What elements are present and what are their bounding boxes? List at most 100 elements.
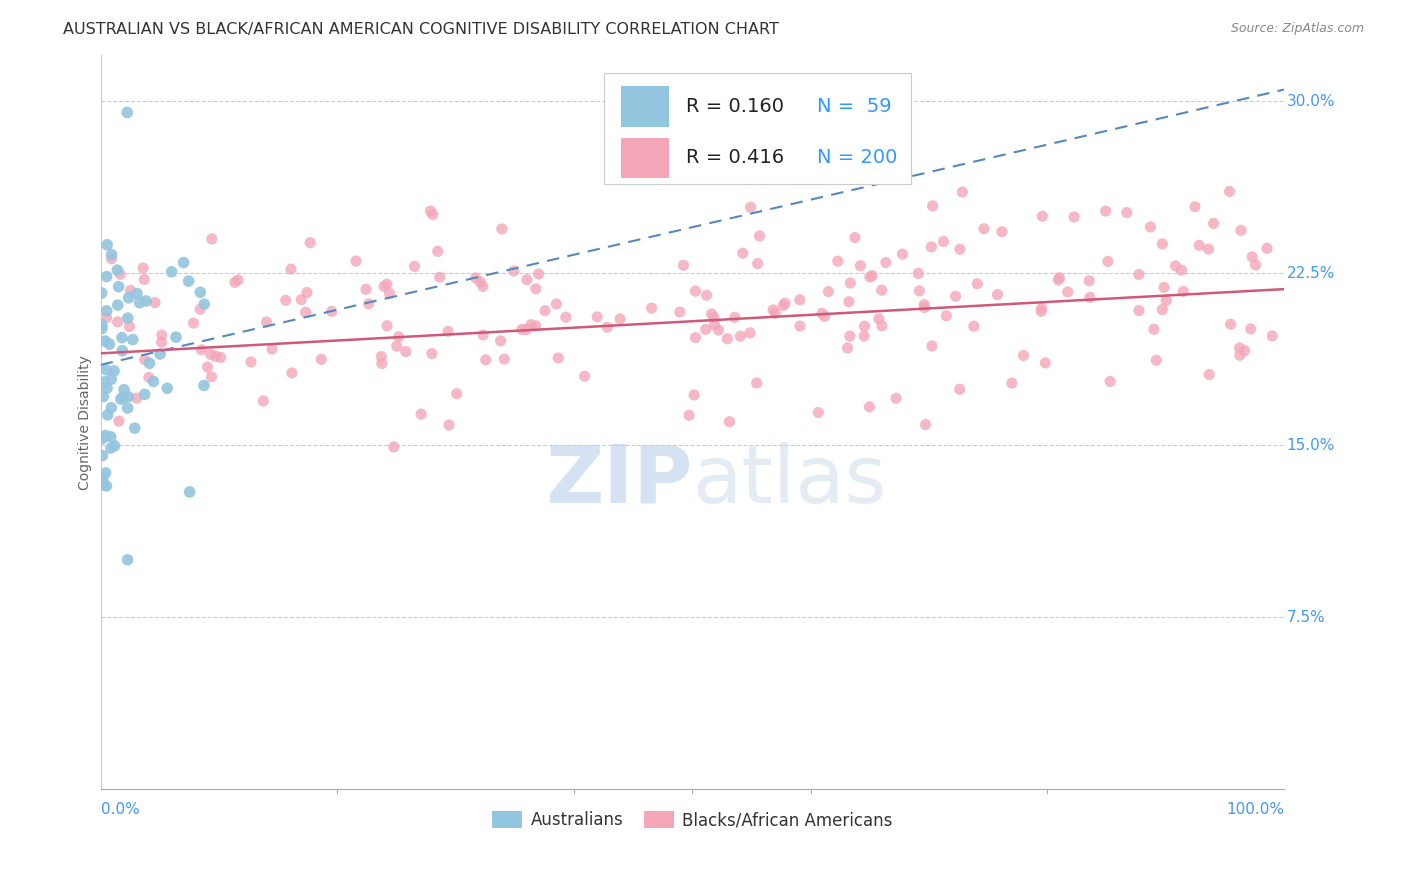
Point [124, 421, 146, 435]
Point [515, 322, 537, 336]
Point [252, 393, 274, 408]
Point [94, 362, 117, 376]
Point [375, 318, 398, 333]
Point [1202, 217, 1225, 231]
Point [920, 240, 942, 254]
Point [100, 401, 122, 415]
Point [731, 246, 754, 260]
Point [1047, 270, 1070, 285]
Point [91, 472, 114, 486]
Text: Source: ZipAtlas.com: Source: ZipAtlas.com [1230, 22, 1364, 36]
Point [240, 355, 263, 369]
Point [149, 347, 172, 361]
Point [94, 334, 117, 348]
Point [853, 329, 876, 343]
Point [685, 331, 707, 345]
Point [200, 347, 222, 361]
Point [138, 356, 160, 370]
Point [204, 349, 226, 363]
Point [100, 252, 122, 266]
Point [858, 400, 880, 414]
Point [524, 282, 547, 296]
Point [672, 258, 695, 272]
Point [1164, 259, 1187, 273]
Point [1031, 301, 1053, 316]
Point [370, 350, 392, 364]
Point [1128, 303, 1150, 318]
Point [740, 200, 762, 214]
Point [839, 276, 862, 290]
Point [921, 339, 943, 353]
Text: R = 0.160: R = 0.160 [686, 97, 785, 116]
Point [387, 330, 409, 344]
Y-axis label: Cognitive Disability: Cognitive Disability [79, 355, 93, 490]
Point [96, 269, 118, 284]
Point [1256, 241, 1278, 255]
Point [1144, 353, 1167, 368]
Point [294, 305, 316, 319]
Point [226, 273, 249, 287]
Point [516, 273, 538, 287]
Point [472, 327, 495, 342]
Point [1094, 204, 1116, 219]
Point [748, 228, 770, 243]
Point [357, 297, 380, 311]
Point [838, 294, 860, 309]
Point [108, 414, 131, 428]
Point [112, 383, 135, 397]
Point [100, 430, 122, 444]
Point [299, 235, 322, 250]
Point [949, 382, 972, 396]
Point [859, 270, 882, 285]
Point [110, 392, 132, 406]
Point [849, 259, 872, 273]
Point [807, 405, 830, 419]
Point [1188, 238, 1211, 252]
Point [811, 306, 834, 320]
Point [868, 311, 890, 326]
Point [745, 376, 768, 390]
Point [696, 288, 718, 302]
Point [1233, 343, 1256, 358]
Point [395, 344, 418, 359]
Point [193, 297, 215, 311]
Point [96, 479, 118, 493]
Point [853, 319, 876, 334]
Point [952, 185, 974, 199]
Point [224, 276, 246, 290]
Point [179, 485, 201, 500]
Point [385, 339, 408, 353]
Text: 7.5%: 7.5% [1286, 609, 1326, 624]
Point [1078, 290, 1101, 304]
Point [437, 418, 460, 433]
Point [596, 320, 619, 334]
Point [609, 311, 631, 326]
Point [209, 351, 232, 365]
Point [321, 304, 343, 318]
Point [489, 334, 512, 348]
Point [884, 391, 907, 405]
Text: ZIP: ZIP [546, 442, 692, 520]
Point [1240, 322, 1263, 336]
Point [678, 409, 700, 423]
Point [1012, 349, 1035, 363]
Point [160, 265, 183, 279]
Point [120, 284, 142, 298]
Point [527, 267, 550, 281]
Point [156, 381, 179, 395]
Point [1230, 223, 1253, 237]
Point [111, 331, 134, 345]
Text: 100.0%: 100.0% [1226, 803, 1284, 817]
Point [789, 293, 811, 307]
Point [707, 323, 730, 337]
Point [932, 235, 955, 249]
Point [747, 256, 769, 270]
Point [91, 449, 114, 463]
Point [703, 318, 725, 332]
Point [354, 282, 377, 296]
Point [150, 328, 173, 343]
Point [464, 271, 486, 285]
Point [870, 283, 893, 297]
Point [471, 279, 494, 293]
Point [1031, 209, 1053, 223]
